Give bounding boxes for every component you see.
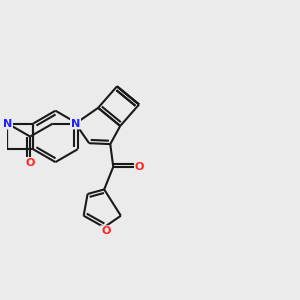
Text: N: N	[71, 118, 80, 129]
Text: O: O	[101, 226, 110, 236]
Text: N: N	[3, 118, 12, 129]
Text: O: O	[135, 162, 144, 172]
Text: O: O	[26, 158, 35, 168]
